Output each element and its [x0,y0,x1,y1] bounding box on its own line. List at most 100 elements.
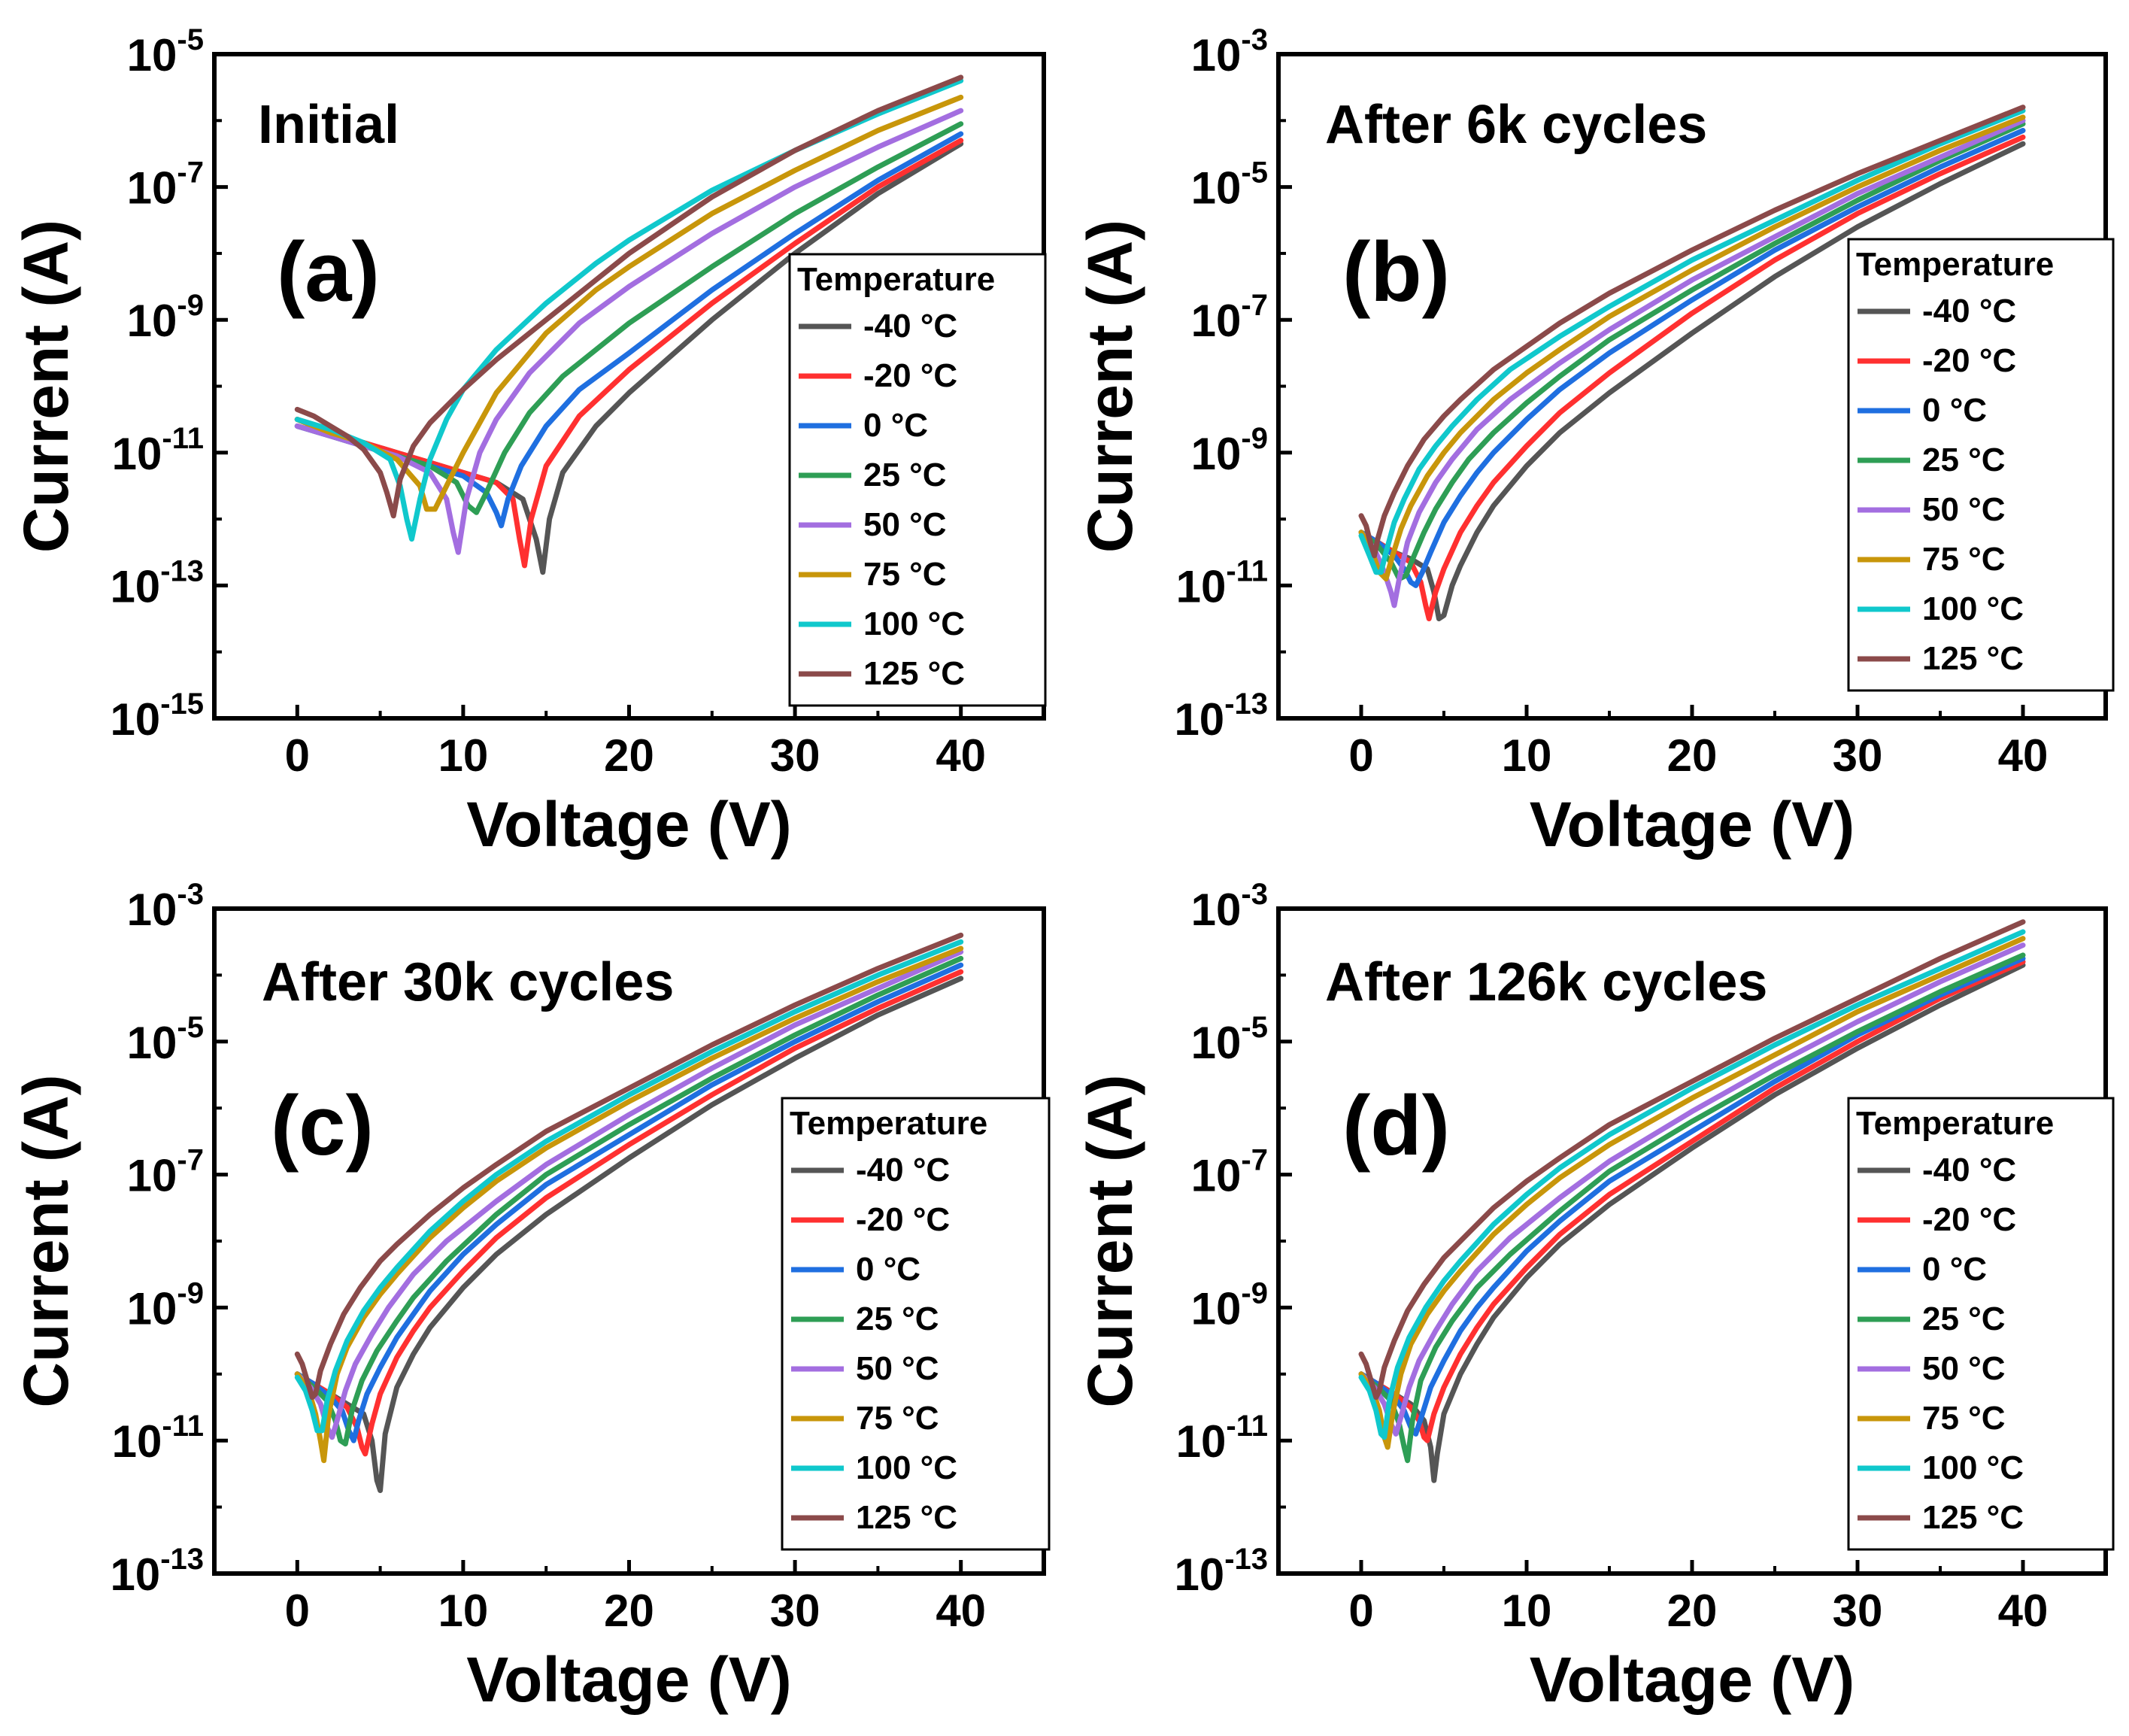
x-tick-label: 20 [604,1586,654,1636]
y-tick-label: 10-9 [1191,1276,1268,1334]
legend-box [1847,1097,2115,1551]
legend-box [788,253,1047,707]
legend-entry: 100 °C [863,605,965,642]
legend-entry: 75 °C [863,556,947,593]
x-tick-label: 30 [770,1586,820,1636]
series-group [1358,919,2026,1483]
x-tick-label: 10 [438,730,489,781]
series-line [1358,955,2026,1437]
x-tick-label: 40 [936,730,986,781]
series-line [294,962,964,1443]
series-line [1358,929,2026,1440]
y-tick-label: 10-7 [1191,289,1268,346]
panel-title: Initial [258,95,399,155]
legend-entry: -40 °C [856,1152,950,1188]
y-tick-label: 10-13 [110,554,204,612]
y-tick-label: 10-9 [127,289,204,346]
y-tick-label: 10-13 [1174,1543,1268,1600]
legend-entry: 25 °C [1922,1300,2006,1337]
y-tick-label: 10-9 [127,1276,204,1334]
y-tick-label: 10-13 [1174,687,1268,745]
y-tick-label: 10-7 [1191,1144,1268,1201]
y-tick-label: 10-11 [1176,554,1268,612]
legend-entry: 75 °C [1922,1400,2006,1437]
legend-entry: -20 °C [1922,342,2016,379]
y-axis-label: Current (A) [1075,220,1145,553]
x-tick-label: 0 [285,1586,310,1636]
y-tick-label: 10-5 [127,23,204,80]
series-group [294,74,964,575]
legend-entry: -40 °C [1922,293,2016,329]
panel-a: 0 10 20 30 40 10-15 10-13 10-11 10-9 10-7 10-5 Volt… [11,23,1047,860]
legend-title: Temperature [1856,1105,2054,1142]
legend: Temperature -40 °C -20 °C 0 °C 25 °C 50 °C 75 … [781,1097,1051,1551]
y-tick-label: 10-3 [1191,878,1268,935]
legend-entry: 25 °C [863,457,947,493]
legend-entry: 25 °C [1922,442,2006,478]
x-tick-label: 40 [1998,730,2049,781]
y-axis-label: Current (A) [1075,1074,1145,1407]
panel-label: (b) [1342,225,1450,319]
legend: Temperature -40 °C -20 °C 0 °C 25 °C 50 °C 75 … [1847,238,2115,692]
y-tick-label: 10-11 [1176,1410,1268,1467]
legend-entry: 100 °C [856,1449,957,1486]
panel-label: (a) [277,225,380,319]
y-tick-label: 10-5 [1191,1011,1268,1068]
y-tick-label: 10-7 [127,156,204,214]
panel-label: (c) [271,1079,374,1173]
legend: Temperature -40 °C -20 °C 0 °C 25 °C 50 °C 75 … [788,253,1047,707]
series-line [294,969,964,1457]
series-group [294,932,964,1493]
legend-entry: 100 °C [1922,1449,2024,1486]
series-line [294,976,964,1493]
y-tick-label: 10-13 [110,1543,204,1600]
y-tick-label: 10-7 [127,1144,204,1201]
x-axis-label: Voltage (V) [466,789,791,860]
legend-entry: 125 °C [1922,640,2024,677]
legend-entry: 50 °C [1922,1350,2006,1387]
legend-entry: 25 °C [856,1300,939,1337]
x-tick-label: 30 [1833,730,1883,781]
x-tick-label: 0 [1348,1586,1373,1636]
legend-entry: 75 °C [856,1400,939,1437]
series-line [294,77,964,542]
y-tick-label: 10-15 [110,687,204,745]
legend-entry: 0 °C [863,407,928,444]
x-tick-label: 10 [438,1586,489,1636]
y-tick-label: 10-5 [127,1011,204,1068]
panel-d: 0 10 20 30 40 10-13 10-11 10-9 10-7 10-5 10-3 Volta… [1075,878,2115,1715]
legend-entry: -20 °C [863,357,957,394]
series-line [294,74,964,519]
legend-entry: 0 °C [1922,392,1987,429]
series-line [1358,117,2026,609]
legend-entry: 50 °C [863,506,947,543]
panel-title: After 126k cycles [1325,952,1767,1012]
legend-entry: 0 °C [856,1251,920,1288]
y-tick-label: 10-3 [1191,23,1268,80]
series-group [1358,105,2026,621]
legend-entry: 0 °C [1922,1251,1987,1288]
legend-title: Temperature [797,261,995,298]
x-tick-label: 20 [1667,730,1718,781]
series-line [294,932,964,1401]
legend-entry: -40 °C [1922,1152,2016,1188]
legend-entry: -20 °C [1922,1201,2016,1238]
x-tick-label: 20 [1667,1586,1718,1636]
legend-entry: 50 °C [856,1350,939,1387]
y-axis-label: Current (A) [11,220,81,553]
x-tick-label: 30 [1833,1586,1883,1636]
x-tick-label: 0 [1348,730,1373,781]
legend-entry: 125 °C [1922,1499,2024,1536]
panel-label: (d) [1342,1079,1450,1173]
series-line [1358,114,2026,582]
x-tick-label: 10 [1502,730,1552,781]
y-tick-label: 10-11 [112,422,204,479]
y-tick-label: 10-11 [112,1410,204,1467]
series-line [1358,919,2026,1401]
x-tick-label: 10 [1502,1586,1552,1636]
panel-title: After 6k cycles [1325,95,1707,155]
x-tick-label: 40 [936,1586,986,1636]
y-axis-label: Current (A) [11,1074,81,1407]
y-tick-label: 10-9 [1191,422,1268,479]
